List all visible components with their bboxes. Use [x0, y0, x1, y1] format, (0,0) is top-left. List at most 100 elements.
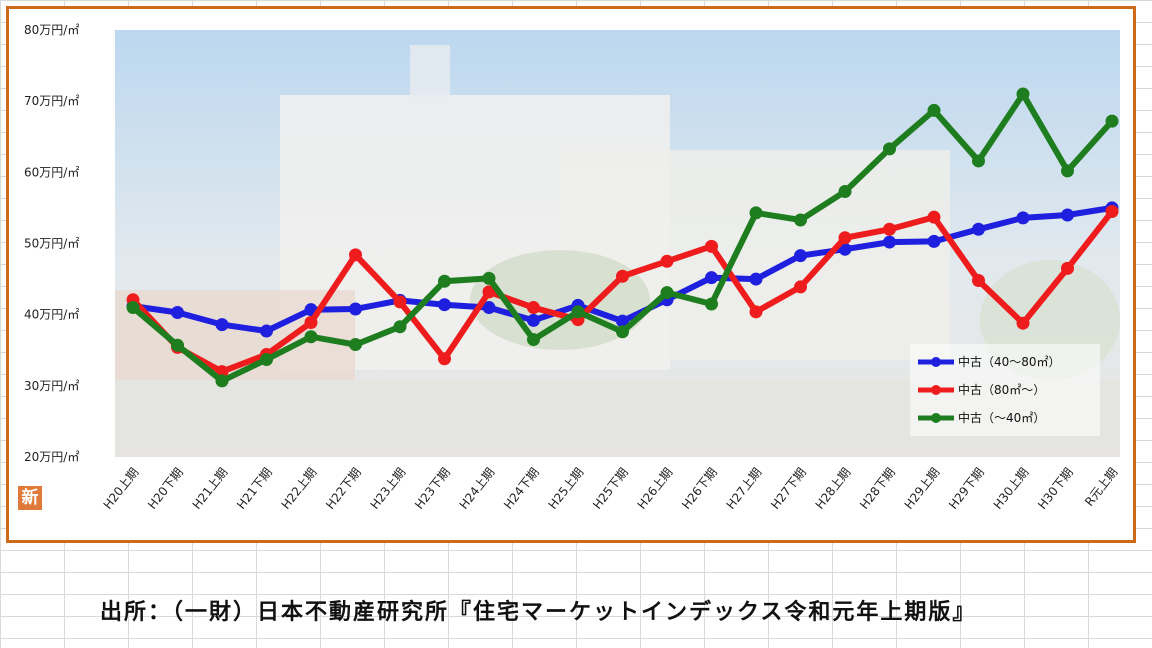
- series-3-point: [126, 301, 140, 315]
- series-3-point: [304, 330, 318, 344]
- legend-marker-2: [931, 385, 941, 395]
- series-2-point: [349, 248, 362, 262]
- series-1-point: [171, 306, 184, 320]
- x-tick-label: H20下期: [145, 465, 186, 512]
- series-1-point: [482, 301, 496, 315]
- x-tick-label: H22上期: [279, 465, 320, 512]
- x-tick-label: H21上期: [190, 465, 231, 512]
- series-1-point: [215, 318, 229, 332]
- legend-marker-3: [931, 413, 941, 423]
- series-2-point: [1061, 261, 1074, 275]
- series-2-point: [1105, 204, 1119, 218]
- series-3-point: [571, 305, 585, 319]
- series-1-point: [527, 313, 540, 327]
- series-1-point: [438, 298, 451, 312]
- series-2-point: [838, 231, 852, 245]
- series-3-point: [215, 374, 229, 388]
- series-2-point: [438, 352, 451, 366]
- series-3-point: [393, 320, 407, 334]
- series-2-point: [927, 210, 941, 224]
- series-2-point: [749, 305, 763, 319]
- x-tick-label: R元上期: [1082, 465, 1120, 509]
- x-tick-label: H25下期: [590, 465, 631, 512]
- x-tick-label: H30下期: [1035, 465, 1076, 512]
- series-1-point: [749, 272, 763, 286]
- series-2-point: [794, 280, 807, 294]
- y-tick-label: 70万円/㎡: [24, 94, 79, 108]
- y-tick-label: 60万円/㎡: [24, 165, 79, 179]
- x-tick-label: H23下期: [412, 465, 453, 512]
- series-3-point: [1061, 164, 1074, 178]
- series-2-point: [527, 301, 540, 315]
- series-3-point: [482, 271, 496, 285]
- legend-label-2: 中古（80㎡～）: [958, 382, 1045, 397]
- x-tick-label: H28上期: [813, 465, 854, 512]
- series-3-point: [927, 103, 941, 117]
- legend: 中古（40～80㎡） 中古（80㎡～） 中古（～40㎡）: [910, 344, 1100, 436]
- x-tick-label: H27下期: [768, 465, 809, 512]
- series-2-point: [705, 239, 718, 253]
- series-1-point: [260, 324, 273, 338]
- x-tick-label: H27上期: [724, 465, 765, 512]
- x-tick-label: H28下期: [857, 465, 898, 512]
- series-3-point: [972, 154, 985, 168]
- series-3-point: [260, 353, 273, 367]
- x-tick-label: H25上期: [546, 465, 587, 512]
- series-layer: [126, 87, 1119, 388]
- x-tick-label: H26下期: [679, 465, 720, 512]
- series-2-point: [616, 269, 629, 283]
- series-3-point: [171, 338, 184, 352]
- series-3-point: [838, 185, 852, 199]
- series-3-point: [616, 325, 629, 339]
- series-2-point: [883, 222, 896, 236]
- series-1-point: [705, 271, 718, 285]
- series-1-point: [1016, 211, 1030, 225]
- y-tick-label: 80万円/㎡: [24, 23, 79, 37]
- series-2-point: [972, 274, 985, 288]
- series-1-point: [838, 242, 852, 256]
- y-axis-tick-labels: 20万円/㎡ 30万円/㎡ 40万円/㎡ 50万円/㎡ 60万円/㎡ 70万円/㎡ 80万円…: [24, 23, 79, 464]
- x-tick-label: H20上期: [101, 465, 142, 512]
- y-tick-label: 50万円/㎡: [24, 237, 79, 251]
- series-3-point: [794, 213, 807, 227]
- series-2-point: [304, 315, 318, 329]
- series-3-point: [438, 274, 451, 288]
- y-tick-label: 30万円/㎡: [24, 379, 79, 393]
- legend-label-1: 中古（40～80㎡）: [958, 354, 1061, 369]
- x-tick-label: H22下期: [323, 465, 364, 512]
- source-caption: 出所：（一財）日本不動産研究所『住宅マーケットインデックス令和元年上期版』: [100, 600, 977, 625]
- series-3-point: [660, 286, 674, 300]
- series-2-point: [482, 285, 496, 299]
- legend-label-3: 中古（～40㎡）: [958, 410, 1045, 425]
- series-1-point: [616, 314, 629, 328]
- x-tick-label: H24下期: [501, 465, 542, 512]
- x-tick-label: H29下期: [946, 465, 987, 512]
- series-2-point: [393, 295, 407, 309]
- legend-marker-1: [931, 357, 941, 367]
- x-tick-label: H23上期: [368, 465, 409, 512]
- new-badge-icon: 新: [18, 486, 42, 510]
- series-1-point: [794, 249, 807, 263]
- x-axis-tick-labels: H20上期 H20下期 H21上期 H21下期 H22上期 H22下期 H23上期 H23下期…: [101, 465, 1121, 512]
- y-tick-label: 20万円/㎡: [24, 450, 79, 464]
- series-3-point: [705, 297, 718, 311]
- series-1-point: [349, 302, 362, 316]
- series-3-point: [527, 333, 540, 347]
- series-3-point: [1016, 87, 1030, 101]
- series-3-point: [349, 338, 362, 352]
- x-tick-label: H26上期: [635, 465, 676, 512]
- series-3-point: [749, 206, 763, 220]
- series-3-point: [1105, 114, 1119, 128]
- y-tick-label: 40万円/㎡: [24, 308, 79, 322]
- x-tick-label: H30上期: [991, 465, 1032, 512]
- x-tick-label: H24上期: [457, 465, 498, 512]
- series-1-point: [883, 235, 896, 249]
- x-tick-label: H29上期: [902, 465, 943, 512]
- series-1-point: [927, 234, 941, 248]
- series-2-point: [660, 254, 674, 268]
- series-2-point: [1016, 316, 1030, 330]
- series-3-point: [883, 142, 896, 156]
- series-1-point: [1061, 208, 1074, 222]
- series-1-point: [972, 222, 985, 236]
